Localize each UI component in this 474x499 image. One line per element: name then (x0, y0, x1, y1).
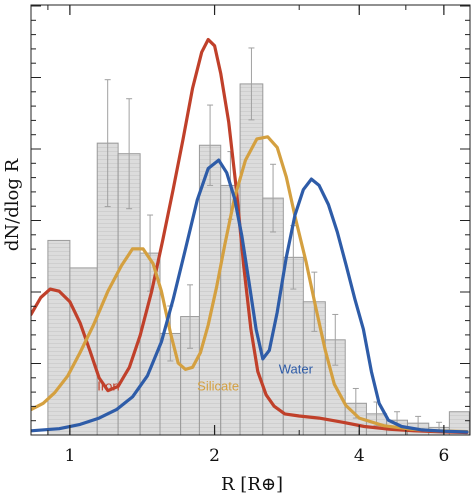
axes: 1 2 4 6 (30, 4, 471, 466)
series-label-silicate: Silicate (197, 379, 239, 394)
x-tick-label-1: 1 (64, 446, 75, 466)
x-tick-label-6: 6 (438, 446, 449, 466)
error-bar-6 (187, 284, 194, 349)
series-label-water: Water (279, 362, 314, 377)
histogram-bar-10 (262, 197, 284, 435)
histogram-bar-0 (47, 239, 71, 435)
error-bar-3 (126, 98, 133, 210)
series-labels: Iron Silicate Water (97, 362, 313, 394)
y-axis-label: dN/dlog R (2, 158, 23, 251)
error-bar-7 (207, 104, 214, 186)
series-lines (31, 37, 469, 435)
x-axis-label: R [R⊕] (221, 474, 283, 495)
x-tick-label-4: 4 (354, 446, 365, 466)
error-bar-13 (332, 313, 339, 366)
series-line-iron (31, 37, 469, 435)
histogram (47, 83, 470, 435)
error-bar-9 (248, 47, 255, 121)
error-bar-10 (270, 163, 277, 233)
error-bar-2 (104, 79, 111, 208)
x-tick-label-2: 2 (209, 446, 220, 466)
series-label-iron: Iron (97, 379, 119, 394)
series-line-silicate (31, 135, 469, 434)
series-line-water (31, 158, 469, 434)
histogram-bar-1 (69, 267, 98, 435)
